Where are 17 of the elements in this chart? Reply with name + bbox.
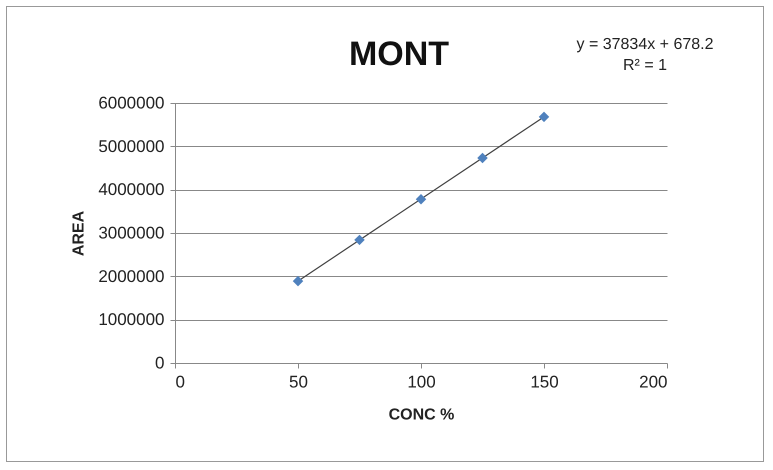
x-tick-label: 150	[530, 372, 559, 392]
x-tick-label: 200	[639, 372, 668, 392]
y-tick-label: 3000000	[98, 224, 164, 242]
chart-title: MONT	[348, 35, 450, 73]
x-tick-label: 0	[176, 372, 185, 392]
x-tick-label: 50	[289, 372, 308, 392]
y-tick-label: 2000000	[98, 266, 164, 286]
text: R² = 1	[622, 56, 668, 76]
y-tick-label: 4000000	[98, 180, 164, 200]
x-tick-label: 100	[407, 372, 436, 392]
y-tick-label: 1000000	[98, 310, 164, 330]
y-tick-label: 5000000	[98, 136, 164, 156]
x-axis-title: CONC %	[388, 406, 454, 424]
y-axis-title: AREA	[70, 210, 88, 256]
y-tick-label: 0	[155, 354, 164, 372]
text: y = 37834x + 678.2	[576, 35, 714, 55]
y-tick-label: 6000000	[98, 94, 164, 112]
